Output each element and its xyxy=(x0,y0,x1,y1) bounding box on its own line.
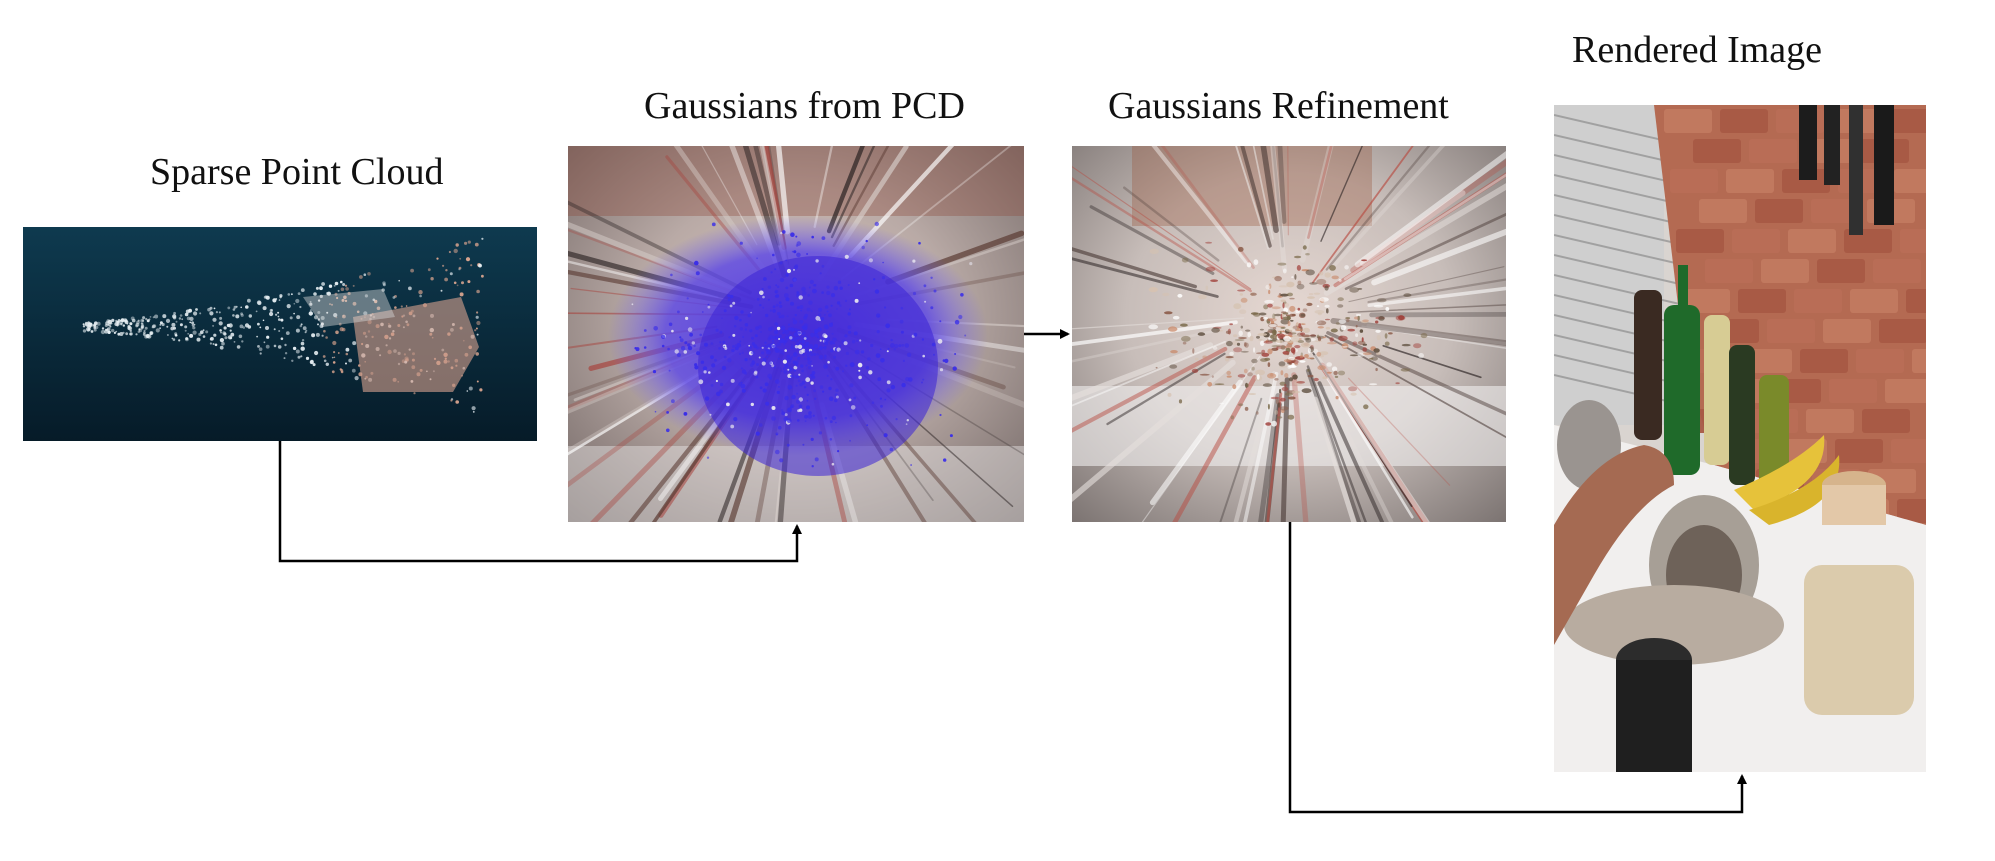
rendered-image xyxy=(1554,105,1926,772)
gaussians-refinement-title: Gaussians Refinement xyxy=(1108,85,1449,127)
gaussians-from-pcd-image xyxy=(568,146,1024,522)
rendered-image-title: Rendered Image xyxy=(1572,29,1823,71)
gaussians-from-pcd-title: Gaussians from PCD xyxy=(644,85,965,127)
gaussians-refinement-image xyxy=(1072,146,1506,522)
sparse-point-cloud-title: Sparse Point Cloud xyxy=(150,151,444,193)
arrow-refinement-to-render xyxy=(1288,522,1747,814)
arrow-sparse-to-pcd xyxy=(278,441,802,563)
sparse-point-cloud-image xyxy=(23,227,537,441)
